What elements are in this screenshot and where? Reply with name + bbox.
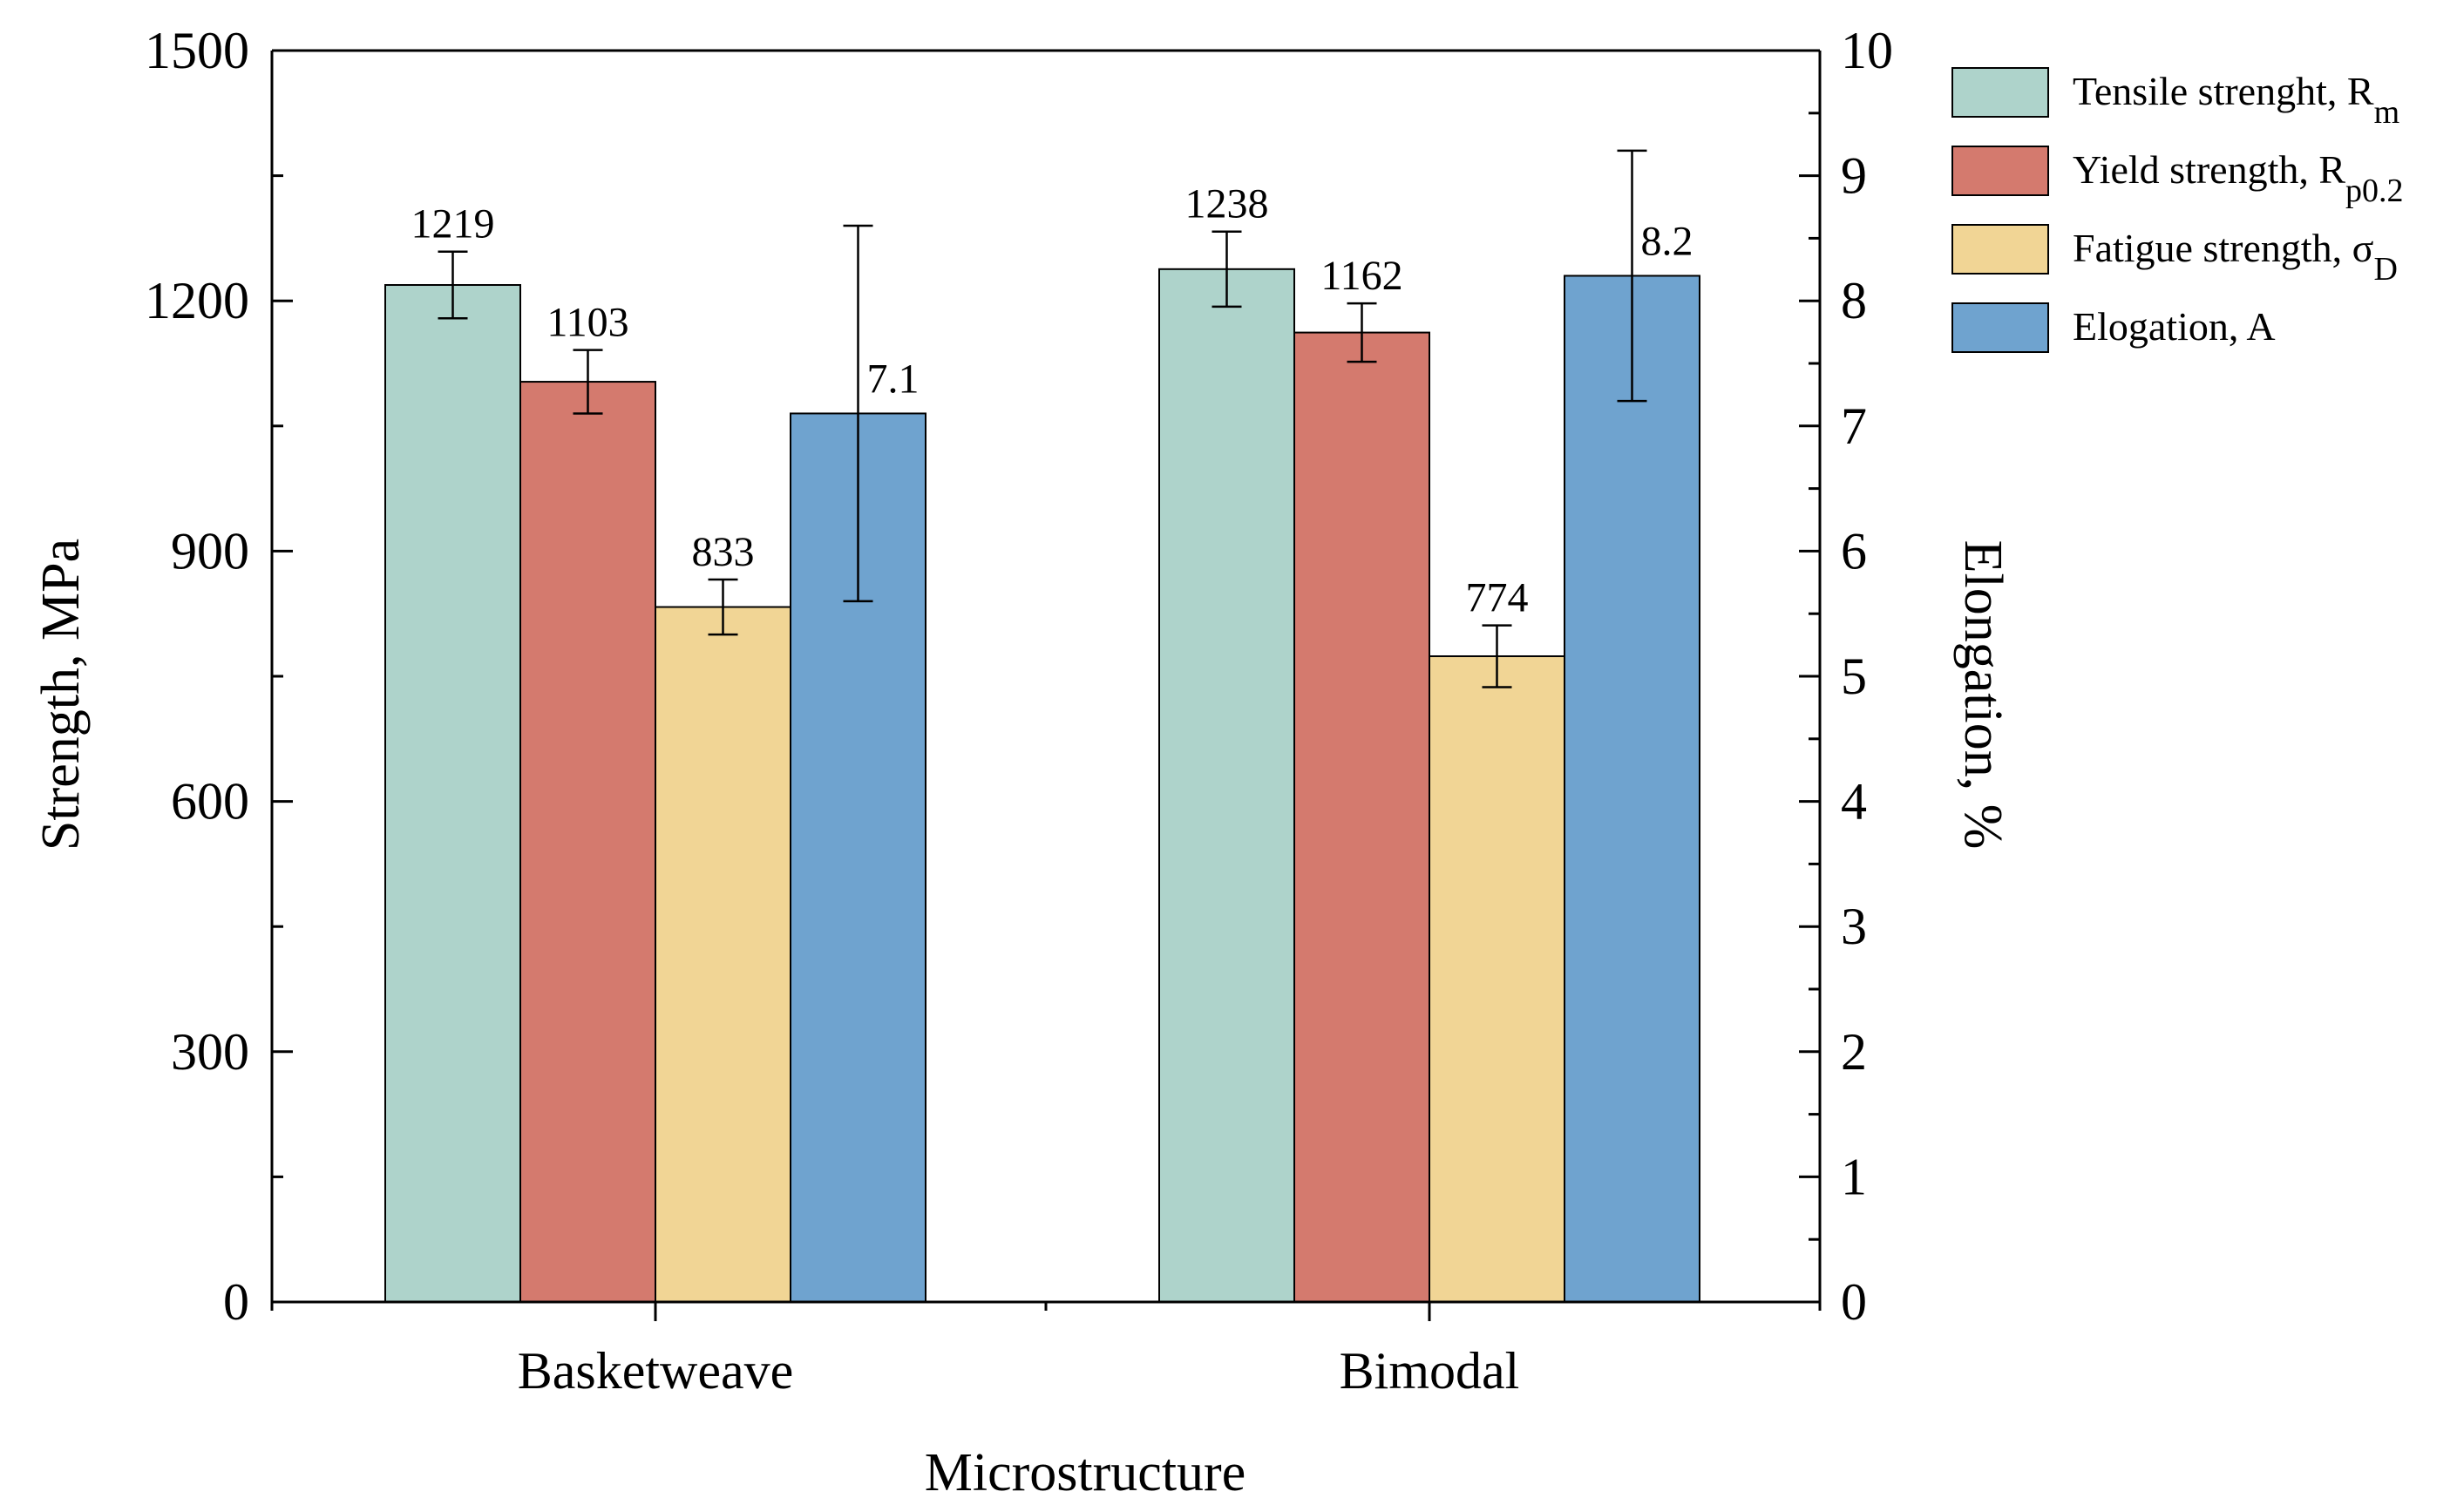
legend-subscript: D <box>2373 251 2397 288</box>
y2-tick-label: 0 <box>1841 1273 1867 1331</box>
y-axis-title: Strength, MPa <box>31 539 91 851</box>
legend-label-2: Fatigue strength, σD <box>2073 226 2398 288</box>
legend-subscript: m <box>2374 94 2400 131</box>
y2-tick-label: 8 <box>1841 272 1867 329</box>
y-tick-label: 300 <box>171 1023 249 1081</box>
y2-tick-label: 3 <box>1841 898 1867 955</box>
y2-tick-label: 9 <box>1841 147 1867 205</box>
data-label: 774 <box>1466 575 1529 621</box>
bar-bimodal-2 <box>1429 655 1565 1303</box>
legend-swatch-1 <box>1951 146 2049 196</box>
legend-swatch-0 <box>1951 67 2049 118</box>
x-tick-label-bimodal: Bimodal <box>1340 1342 1520 1400</box>
legend-swatch-3 <box>1951 302 2049 353</box>
bar-bimodal-3 <box>1564 275 1700 1304</box>
legend-label-1: Yield strength, Rp0.2 <box>2073 147 2404 209</box>
y-tick-label: 900 <box>171 522 249 580</box>
y2-tick-label: 10 <box>1841 22 1893 79</box>
bar-basketweave-0 <box>384 284 521 1304</box>
y2-tick-label: 1 <box>1841 1148 1867 1205</box>
y-tick-label: 0 <box>223 1273 249 1331</box>
legend-subscript: p0.2 <box>2345 173 2404 209</box>
y2-axis-title: Elongation, % <box>1953 540 2012 850</box>
bar-basketweave-1 <box>519 381 656 1304</box>
bar-basketweave-2 <box>655 606 791 1303</box>
y2-tick-label: 5 <box>1841 648 1867 705</box>
y-tick-label: 1500 <box>145 22 249 79</box>
y-tick-label: 1200 <box>145 272 249 329</box>
y2-tick-label: 6 <box>1841 522 1867 580</box>
data-label: 1103 <box>546 300 628 346</box>
legend-label-3: Elogation, A <box>2073 304 2276 349</box>
x-axis-title: Microstructure <box>925 1443 1245 1502</box>
x-tick-label-basketweave: Basketweave <box>518 1342 794 1400</box>
bar-bimodal-1 <box>1293 331 1430 1304</box>
data-label: 1238 <box>1185 181 1269 227</box>
data-label: 1162 <box>1320 253 1402 299</box>
bar-bimodal-0 <box>1158 268 1295 1304</box>
data-label: 8.2 <box>1641 218 1693 264</box>
y2-tick-label: 2 <box>1841 1023 1867 1081</box>
data-label: 1219 <box>411 201 495 247</box>
y2-tick-label: 4 <box>1841 773 1867 831</box>
y-tick-label: 600 <box>171 773 249 831</box>
data-label: 833 <box>692 529 755 575</box>
legend-swatch-2 <box>1951 224 2049 275</box>
legend-label-0: Tensile strenght, Rm <box>2073 69 2399 131</box>
y2-tick-label: 7 <box>1841 397 1867 455</box>
data-label: 7.1 <box>867 356 920 402</box>
